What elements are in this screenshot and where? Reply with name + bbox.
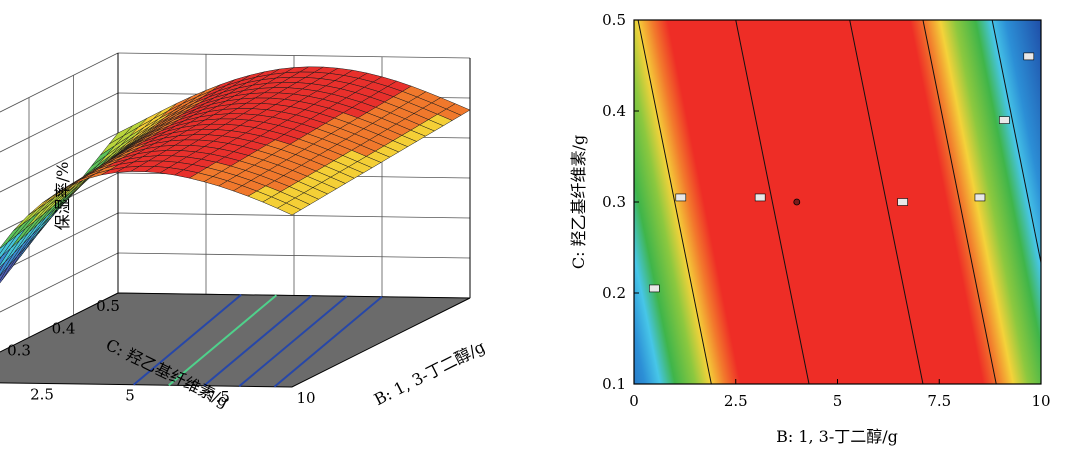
contour-label-box xyxy=(649,284,660,293)
contour-x-tick-label: 5 xyxy=(833,392,843,410)
contour-label-box xyxy=(974,193,986,202)
contour-x-tick-label: 0 xyxy=(629,392,639,410)
contour-label-box xyxy=(897,198,908,206)
contour-label-box xyxy=(1023,52,1035,61)
contour-x-tick-label: 7.5 xyxy=(927,392,951,410)
surface-floor-contour xyxy=(238,295,348,388)
surface-cell xyxy=(0,261,6,271)
contour-ticks: 0 2.5 5 7.5 10 0.1 0.2 0.3 0.4 0.5 xyxy=(602,11,1050,410)
contour-line xyxy=(849,20,924,384)
contour-y-tick-label: 0.5 xyxy=(602,11,626,29)
contour-label-box xyxy=(999,116,1010,124)
contour-label-box xyxy=(675,193,687,202)
surface-floor-contour xyxy=(132,293,242,386)
surface-tick-labels: 50607080901000.10.20.30.40.502.557.510 xyxy=(7,297,315,407)
contour-line xyxy=(922,20,997,384)
surface-plot: 50607080901000.10.20.30.40.502.557.510 保… xyxy=(0,52,488,411)
surface-x-tick-label: 5 xyxy=(125,387,135,405)
surface-x-tick-label: 10 xyxy=(296,389,315,407)
surface-cell xyxy=(0,266,9,281)
contour-y-tick-label: 0.2 xyxy=(602,284,626,302)
surface-floor xyxy=(0,292,471,388)
contour-y-tick-label: 0.3 xyxy=(602,193,626,211)
surface-mesh xyxy=(0,66,471,284)
contour-line xyxy=(1045,20,1068,384)
contour-markers xyxy=(649,52,1035,293)
contour-x-axis-label: B: 1, 3-丁二醇/g xyxy=(776,427,898,446)
contour-y-tick-label: 0.4 xyxy=(602,102,626,120)
contour-plot: 0 2.5 5 7.5 100.10.20.30.40.5 B: 1, 3-丁二醇/g … xyxy=(500,11,1068,446)
surface-cell xyxy=(0,242,8,254)
surface-x-tick-label: 2.5 xyxy=(30,385,54,403)
contour-x-tick-label: 2.5 xyxy=(724,392,748,410)
surface-cell xyxy=(0,255,3,260)
contour-line xyxy=(991,20,1041,266)
surface-floor-contour xyxy=(203,294,313,387)
contour-label-box xyxy=(754,193,766,202)
surface-floor-plane xyxy=(0,292,471,388)
surface-x-axis-label: B: 1, 3-丁二醇/g xyxy=(371,337,488,409)
surface-y-tick-label: 0.3 xyxy=(7,342,31,360)
surface-z-axis-label: 保湿率/% xyxy=(53,162,72,231)
surface-x-tick-label: 7.5 xyxy=(206,388,230,406)
contour-y-tick-label: 0.1 xyxy=(602,375,626,393)
contour-line xyxy=(500,20,573,384)
contour-line xyxy=(735,20,810,384)
surface-cell xyxy=(276,202,302,216)
contour-line xyxy=(637,20,712,384)
surface-y-tick-label: 0.4 xyxy=(52,319,76,337)
surface-y-tick-label: 0.5 xyxy=(96,297,120,315)
contour-band xyxy=(634,20,1041,384)
design-point xyxy=(793,198,801,206)
surface-floor-contour xyxy=(168,294,278,387)
contour-x-tick-label: 10 xyxy=(1031,392,1050,410)
contour-y-axis-label: C: 羟乙基纤维素/g xyxy=(569,135,588,269)
contour-lines xyxy=(500,20,1068,384)
surface-floor-contour xyxy=(273,295,383,388)
